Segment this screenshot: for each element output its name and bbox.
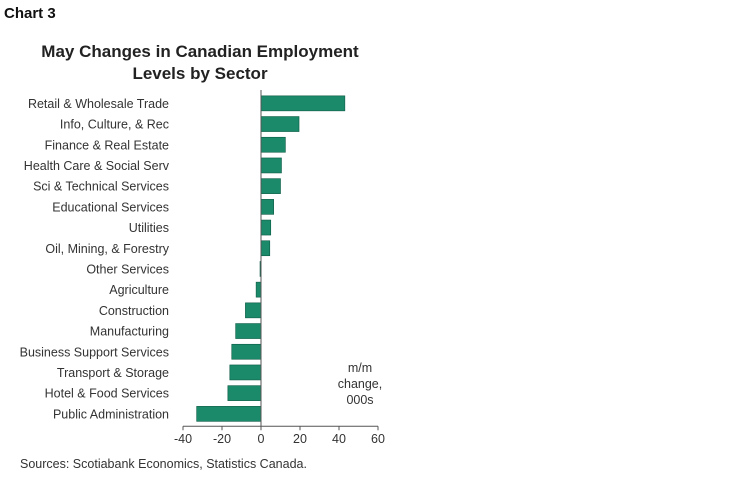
bar [260,240,271,257]
bar [260,219,272,236]
bar [196,406,262,422]
source-note: Sources: Scotiabank Economics, Statistic… [20,457,307,471]
category-label: Hotel & Food Services [45,387,169,401]
bar [229,364,262,381]
bar [260,199,274,215]
x-tick-label: 20 [293,432,307,446]
bar [260,116,300,132]
x-axis: -40 -20 0 20 40 60 [174,90,385,446]
x-tick-label: 0 [258,432,265,446]
category-label: Oil, Mining, & Forestry [45,242,169,256]
category-label: Educational Services [52,200,169,214]
category-labels: Retail & Wholesale Trade Info, Culture, &… [20,97,170,422]
category-label: Construction [99,304,169,318]
category-label: Other Services [86,262,169,276]
category-label: Transport & Storage [57,366,169,380]
category-label: Info, Culture, & Rec [60,118,169,132]
category-label: Business Support Services [20,345,169,359]
unit-label-line: 000s [346,393,373,407]
unit-label-line: m/m [348,361,372,375]
category-label: Utilities [129,221,169,235]
category-label: Manufacturing [90,325,169,339]
bar [231,343,262,360]
x-tick-label: 60 [371,432,385,446]
category-label: Public Administration [53,407,169,421]
x-tick-label: 40 [332,432,346,446]
category-label: Finance & Real Estate [45,138,169,152]
x-tick-label: -40 [174,432,192,446]
bar [245,302,262,319]
category-label: Health Care & Social Serv [24,159,170,173]
bar [260,136,286,153]
bar [227,385,262,401]
bar [260,178,281,194]
category-label: Agriculture [109,283,169,297]
category-label: Sci & Technical Services [33,180,169,194]
category-label: Retail & Wholesale Trade [28,97,169,111]
bar [255,281,262,298]
x-tick-label: -20 [213,432,231,446]
bar [235,323,262,339]
bar [260,157,282,174]
chart-title-line-1: May Changes in Canadian Employment [41,42,359,61]
bar [260,95,346,112]
bars [196,95,346,422]
unit-label: m/m change, 000s [338,361,382,407]
chart-title-line-2: Levels by Sector [132,64,268,83]
chart-label: Chart 3 [4,5,56,22]
unit-label-line: change, [338,377,382,391]
